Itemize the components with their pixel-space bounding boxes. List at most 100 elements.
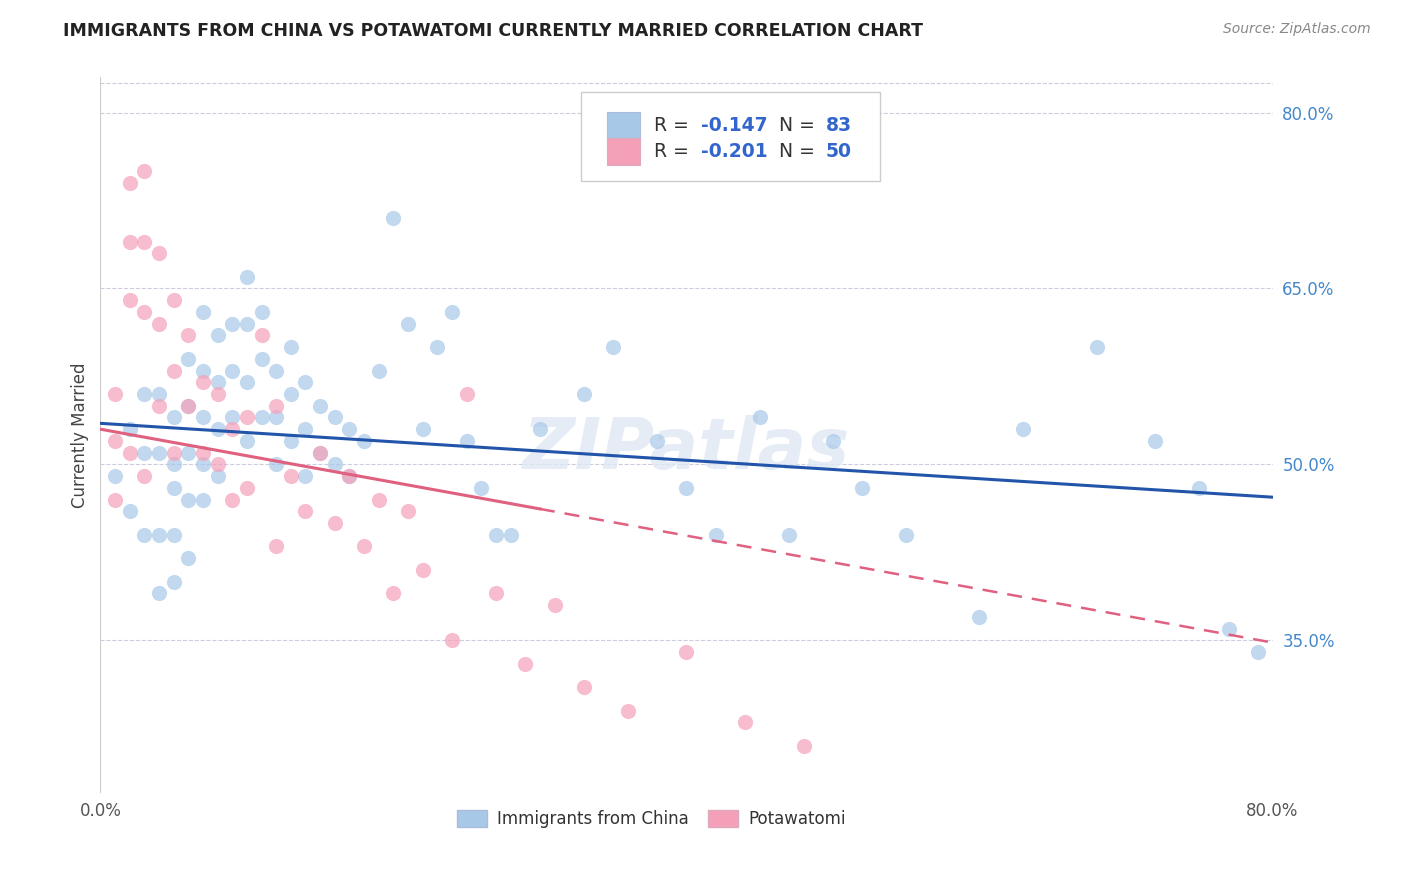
Point [207, 387, 229, 401]
Point [162, 458, 184, 472]
Point [221, 492, 243, 507]
Point [1144, 434, 1167, 448]
Bar [607, 112, 640, 139]
Text: IMMIGRANTS FROM CHINA VS POTAWATOMI CURRENTLY MARRIED CORRELATION CHART: IMMIGRANTS FROM CHINA VS POTAWATOMI CURR… [63, 22, 924, 40]
Point [515, 657, 537, 671]
Point [250, 351, 273, 366]
Point [1012, 422, 1035, 436]
Point [543, 598, 565, 612]
Point [485, 586, 508, 600]
Point [529, 422, 551, 436]
Point [104, 492, 127, 507]
Point [969, 609, 991, 624]
Point [162, 363, 184, 377]
Point [440, 633, 463, 648]
Point [104, 434, 127, 448]
Point [177, 399, 200, 413]
Point [1218, 622, 1240, 636]
Text: N =: N = [779, 142, 821, 161]
Point [264, 363, 287, 377]
Point [162, 574, 184, 589]
Point [851, 481, 873, 495]
Point [177, 551, 200, 566]
Point [323, 410, 346, 425]
Point [236, 376, 259, 390]
Point [162, 293, 184, 308]
Point [704, 527, 727, 541]
Point [294, 422, 316, 436]
Y-axis label: Currently Married: Currently Married [72, 362, 89, 508]
Point [221, 422, 243, 436]
Point [177, 399, 200, 413]
Text: Source: ZipAtlas.com: Source: ZipAtlas.com [1223, 22, 1371, 37]
Point [177, 492, 200, 507]
Point [778, 527, 800, 541]
Point [162, 445, 184, 459]
Point [367, 492, 389, 507]
Point [236, 434, 259, 448]
FancyBboxPatch shape [581, 92, 880, 181]
Point [323, 458, 346, 472]
Text: -0.201: -0.201 [700, 142, 768, 161]
Point [191, 445, 214, 459]
Point [162, 410, 184, 425]
Point [821, 434, 844, 448]
Point [177, 445, 200, 459]
Point [280, 387, 302, 401]
Point [177, 328, 200, 343]
Point [104, 387, 127, 401]
Text: 83: 83 [825, 116, 852, 135]
Point [602, 340, 624, 354]
Point [221, 363, 243, 377]
Point [236, 481, 259, 495]
Point [207, 469, 229, 483]
Point [148, 527, 170, 541]
Point [250, 305, 273, 319]
Point [412, 563, 434, 577]
Point [396, 317, 419, 331]
Point [339, 422, 361, 436]
Point [191, 458, 214, 472]
Point [675, 645, 697, 659]
Point [382, 211, 405, 226]
Point [236, 269, 259, 284]
Point [221, 317, 243, 331]
Point [236, 317, 259, 331]
Text: 50: 50 [825, 142, 852, 161]
Point [456, 434, 478, 448]
Point [339, 469, 361, 483]
Point [250, 328, 273, 343]
Text: ZIPatlas: ZIPatlas [523, 415, 851, 483]
Point [294, 469, 316, 483]
Point [382, 586, 405, 600]
Point [470, 481, 492, 495]
Point [207, 458, 229, 472]
Point [353, 434, 375, 448]
Point [177, 351, 200, 366]
Point [134, 387, 156, 401]
Point [191, 492, 214, 507]
Point [162, 527, 184, 541]
Point [191, 376, 214, 390]
Point [264, 540, 287, 554]
Point [339, 469, 361, 483]
Point [294, 504, 316, 518]
Point [104, 469, 127, 483]
Point [191, 363, 214, 377]
Point [1247, 645, 1270, 659]
Point [250, 410, 273, 425]
Point [148, 246, 170, 260]
Point [353, 540, 375, 554]
Point [118, 445, 141, 459]
Point [309, 399, 332, 413]
Point [645, 434, 668, 448]
Point [148, 317, 170, 331]
Point [426, 340, 449, 354]
Point [456, 387, 478, 401]
Point [323, 516, 346, 530]
Point [440, 305, 463, 319]
Point [118, 293, 141, 308]
Legend: Immigrants from China, Potawatomi: Immigrants from China, Potawatomi [450, 803, 852, 834]
Point [617, 704, 640, 718]
Point [896, 527, 918, 541]
